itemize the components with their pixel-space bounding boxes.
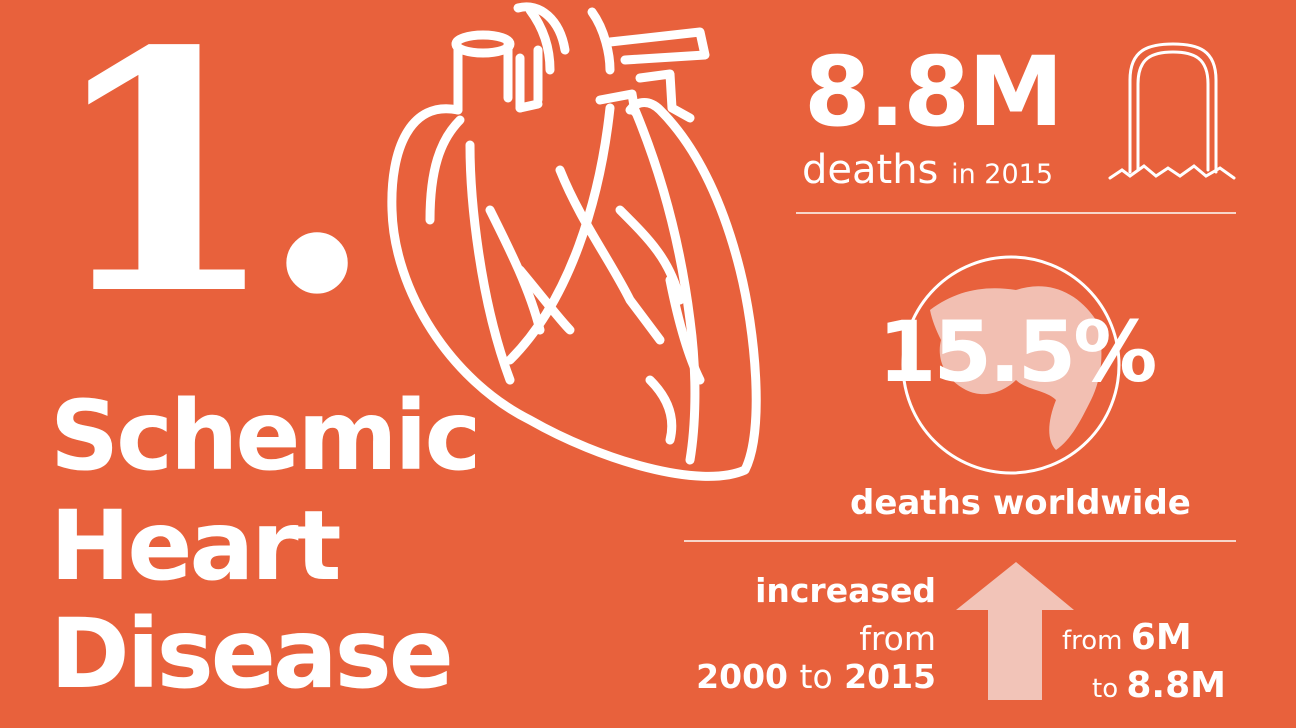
trend-year-start: 2000 [696, 657, 788, 696]
rank-number: 1. [48, 0, 374, 367]
trend-from-word: from [1062, 626, 1123, 656]
up-arrow-icon [956, 562, 1074, 700]
trend-to-word-2: to [1092, 674, 1119, 704]
trend-line-2: from [859, 619, 936, 658]
divider-1 [796, 212, 1236, 214]
deaths-total-label: deaths [802, 147, 939, 193]
tombstone-icon [1108, 42, 1236, 180]
trend-from-value: 6M [1130, 617, 1192, 658]
deaths-total-label-row: deaths in 2015 [802, 150, 1053, 190]
worldwide-share-value: 15.5% [878, 303, 1157, 401]
divider-2 [684, 540, 1236, 542]
trend-line-1: increased [755, 571, 936, 610]
deaths-total-suffix: in 2015 [951, 159, 1054, 190]
disease-title-line-3: Disease [50, 598, 454, 710]
deaths-total-value: 8.8M [804, 36, 1064, 148]
disease-title-line-2: Heart [50, 490, 341, 602]
trend-to-word: to [799, 657, 833, 696]
trend-to-value: 8.8M [1126, 665, 1226, 706]
trend-year-end: 2015 [844, 657, 936, 696]
disease-title-line-1: Schemic [50, 380, 481, 492]
heart-icon [387, 2, 761, 481]
worldwide-share-label: deaths worldwide [850, 483, 1191, 523]
trend-to-row: to 8.8M [1092, 668, 1226, 704]
trend-from-row: from 6M [1062, 620, 1192, 656]
trend-line-3: 2000 to 2015 [696, 660, 936, 693]
globe-icon [901, 255, 1121, 475]
